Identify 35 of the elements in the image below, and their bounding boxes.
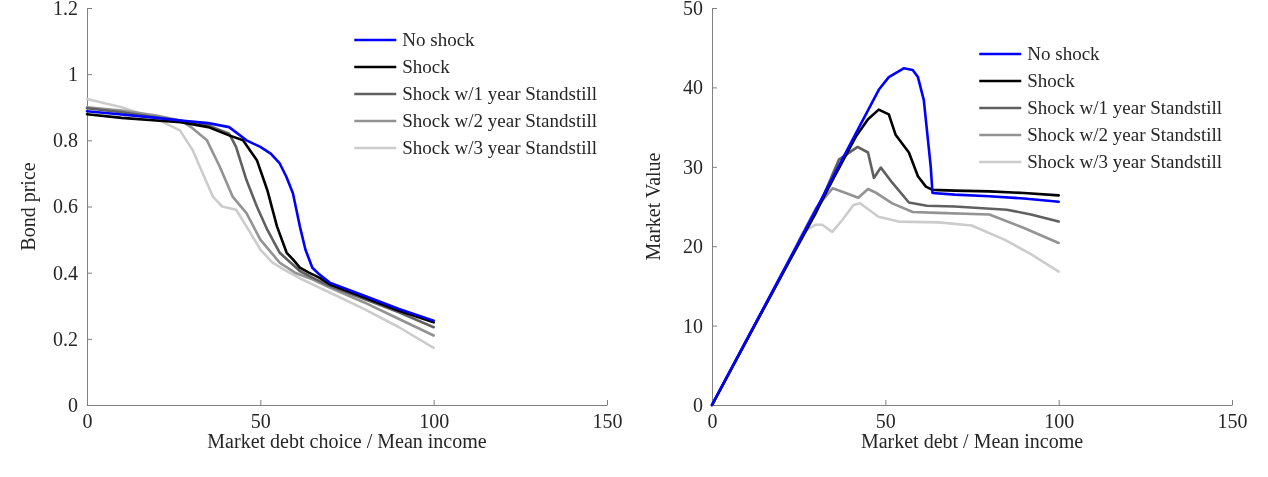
legend-label: Shock: [402, 56, 451, 77]
x-axis-title: Market debt / Mean income: [860, 430, 1084, 452]
legend-label: Shock w/1 year Standstill: [402, 83, 597, 104]
y-tick-label: 30: [683, 155, 703, 178]
y-tick-label: 1: [68, 63, 78, 86]
y-tick-label: 0: [693, 393, 703, 416]
y-tick-label: 0.8: [53, 129, 78, 152]
x-tick-label: 100: [419, 410, 450, 433]
y-tick-label: 0.4: [53, 261, 78, 284]
legend-label: No shock: [402, 29, 476, 50]
legend-label: Shock w/2 year Standstill: [1027, 124, 1222, 145]
x-tick-label: 100: [1044, 410, 1075, 433]
y-tick-label: 0: [68, 393, 78, 416]
y-tick-label: 50: [683, 0, 703, 19]
x-tick-label: 150: [1217, 410, 1248, 433]
legend-label: Shock w/1 year Standstill: [1027, 97, 1222, 118]
x-tick-label: 0: [82, 410, 93, 433]
x-tick-label: 50: [250, 410, 271, 433]
legend-label: Shock w/3 year Standstill: [402, 137, 597, 158]
y-tick-label: 10: [683, 314, 703, 337]
y-axis-title: Bond price: [17, 162, 40, 251]
x-tick-label: 50: [875, 410, 896, 433]
y-axis-title: Market Value: [642, 152, 664, 261]
legend-label: Shock w/2 year Standstill: [402, 110, 597, 131]
y-tick-label: 1.2: [53, 0, 78, 19]
y-tick-label: 20: [683, 235, 703, 258]
y-tick-label: 0.6: [53, 195, 78, 218]
x-tick-label: 0: [707, 410, 718, 433]
legend-label: Shock w/3 year Standstill: [1027, 151, 1222, 172]
legend-label: Shock: [1027, 70, 1076, 91]
y-tick-label: 0.2: [53, 327, 78, 350]
x-axis-title: Market debt choice / Mean income: [207, 430, 487, 452]
x-tick-label: 150: [592, 410, 623, 433]
legend-label: No shock: [1027, 43, 1101, 64]
y-tick-label: 40: [683, 76, 703, 99]
